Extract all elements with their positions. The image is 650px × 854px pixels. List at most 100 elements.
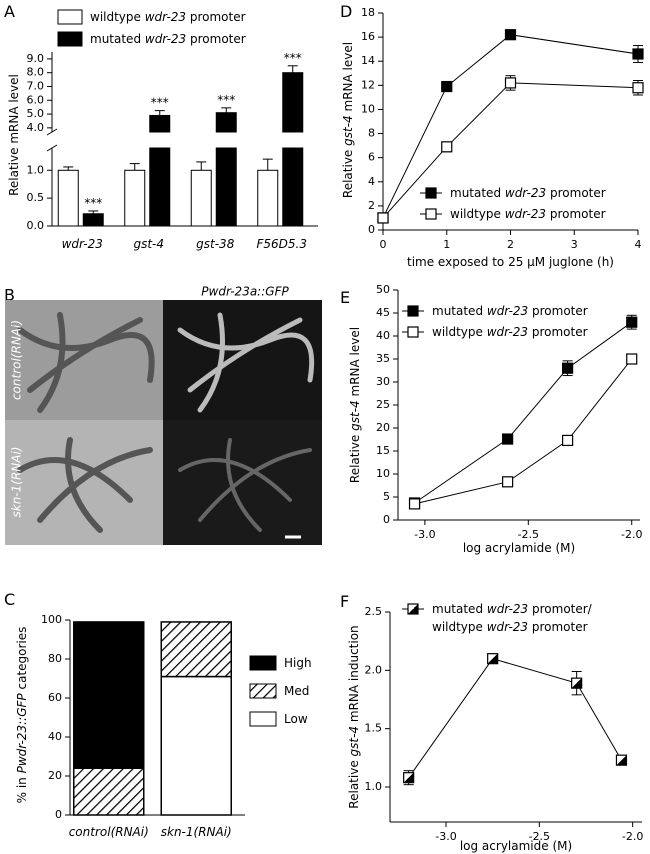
legend-label: mutated wdr-23 promoter <box>90 32 246 46</box>
y-tick-label: 4.0 <box>27 121 45 134</box>
x-tick-label: -2.0 <box>622 830 643 843</box>
y-tick-label: 80 <box>48 652 62 665</box>
legend-label: wildtype wdr-23 promoter <box>432 620 588 634</box>
bar-segment <box>73 767 145 816</box>
y-tick-label: 25 <box>376 398 390 411</box>
y-tick-label: 14 <box>361 54 375 67</box>
bar <box>282 72 304 133</box>
micrograph <box>163 300 322 420</box>
worms <box>17 312 155 533</box>
y-tick-label: 2.5 <box>365 605 383 618</box>
marker <box>632 82 644 94</box>
marker <box>487 653 499 665</box>
image-title: Pwdr-23a::GFP <box>201 285 289 299</box>
marker <box>502 476 514 488</box>
y-axis-label: Relative gst-4 mRNA level <box>348 327 362 483</box>
marker <box>632 48 644 60</box>
series-line <box>414 321 633 504</box>
marker <box>504 29 517 41</box>
x-tick-label: 3 <box>571 238 578 251</box>
x-tick-label: 2 <box>507 238 514 251</box>
y-tick-label: 30 <box>376 375 390 388</box>
bar <box>282 147 304 227</box>
significance: *** <box>151 95 169 109</box>
x-tick-label: F56D5.3 <box>257 237 308 251</box>
legend-label: mutated wdr-23 promoter <box>432 304 588 318</box>
y-tick-label: 0 <box>55 808 62 821</box>
legend-label: mutated wdr-23 promoter <box>450 186 606 200</box>
y-tick-label: 4 <box>368 175 375 188</box>
marker <box>377 212 389 224</box>
panel-label: B <box>4 286 15 305</box>
x-tick-label: skn-1(RNAi) <box>161 825 232 839</box>
significance: *** <box>284 50 302 64</box>
y-tick-label: 1.5 <box>365 722 383 735</box>
bar-segment <box>160 675 232 816</box>
legend-label: Med <box>284 684 309 698</box>
legend-marker <box>425 187 437 199</box>
row-label: control(RNAi) <box>10 320 24 400</box>
y-axis-label: Relative mRNA level <box>7 74 21 196</box>
legend-marker <box>407 305 419 317</box>
y-tick-label: 1.0 <box>27 163 45 176</box>
marker <box>441 141 453 153</box>
y-tick-label: 40 <box>48 730 62 743</box>
panel-label: F <box>340 592 349 611</box>
marker <box>615 754 628 766</box>
y-axis-label: Relative gst-4 mRNA level <box>341 42 355 198</box>
axis-break <box>46 128 58 136</box>
x-tick-label: 4 <box>635 238 642 251</box>
x-tick-label: -2.5 <box>518 528 539 541</box>
significance: *** <box>217 92 235 106</box>
panel-label: C <box>4 590 15 609</box>
y-tick-label: 45 <box>376 306 390 319</box>
y-tick-label: 0.5 <box>27 191 45 204</box>
bar-segment <box>160 621 232 678</box>
significance: *** <box>84 195 102 209</box>
y-tick-label: 5 <box>383 490 390 503</box>
marker <box>403 772 415 784</box>
y-tick-label: 50 <box>376 283 390 296</box>
panel-label: E <box>340 288 350 307</box>
legend-label: High <box>284 656 312 670</box>
x-tick-label: control(RNAi) <box>69 825 149 839</box>
axis-break <box>46 144 58 152</box>
y-tick-label: 0 <box>383 513 390 526</box>
y-tick-label: 6 <box>368 151 375 164</box>
legend-label: wildtype wdr-23 promoter <box>90 10 246 24</box>
bar <box>149 114 171 133</box>
y-tick-label: 0.0 <box>27 219 45 232</box>
legend-marker <box>425 208 437 220</box>
bar <box>190 169 212 227</box>
x-axis-label: time exposed to 25 μM juglone (h) <box>407 255 614 269</box>
bar <box>215 112 237 133</box>
x-axis-label: log acrylamide (M) <box>463 541 575 555</box>
y-tick-label: 20 <box>376 421 390 434</box>
bar <box>124 169 146 227</box>
legend-swatch <box>249 683 277 699</box>
legend-swatch <box>57 9 83 25</box>
y-axis-label: % in Pwdr-23::GFP categories <box>15 627 29 804</box>
y-tick-label: 9.0 <box>27 52 45 65</box>
marker <box>571 677 583 689</box>
series-line <box>408 658 622 778</box>
image-panel: B Pwdr-23a::GFP control(RNAi) skn-1(RNAi… <box>4 285 322 545</box>
y-tick-label: 18 <box>361 6 375 19</box>
y-tick-label: 8 <box>368 127 375 140</box>
x-tick-label: gst-38 <box>196 237 235 251</box>
x-tick-label: -3.0 <box>435 830 456 843</box>
y-tick-label: 20 <box>48 769 62 782</box>
panel-label: A <box>4 2 15 21</box>
series-line <box>382 34 639 219</box>
legend-swatch <box>249 655 277 671</box>
y-tick-label: 35 <box>376 352 390 365</box>
legend-marker <box>407 603 419 615</box>
micrograph <box>163 420 322 545</box>
bar <box>57 169 79 227</box>
bar <box>82 213 104 227</box>
bar <box>257 169 279 227</box>
y-tick-label: 15 <box>376 444 390 457</box>
y-tick-label: 0 <box>368 223 375 236</box>
y-tick-label: 1.0 <box>365 780 383 793</box>
